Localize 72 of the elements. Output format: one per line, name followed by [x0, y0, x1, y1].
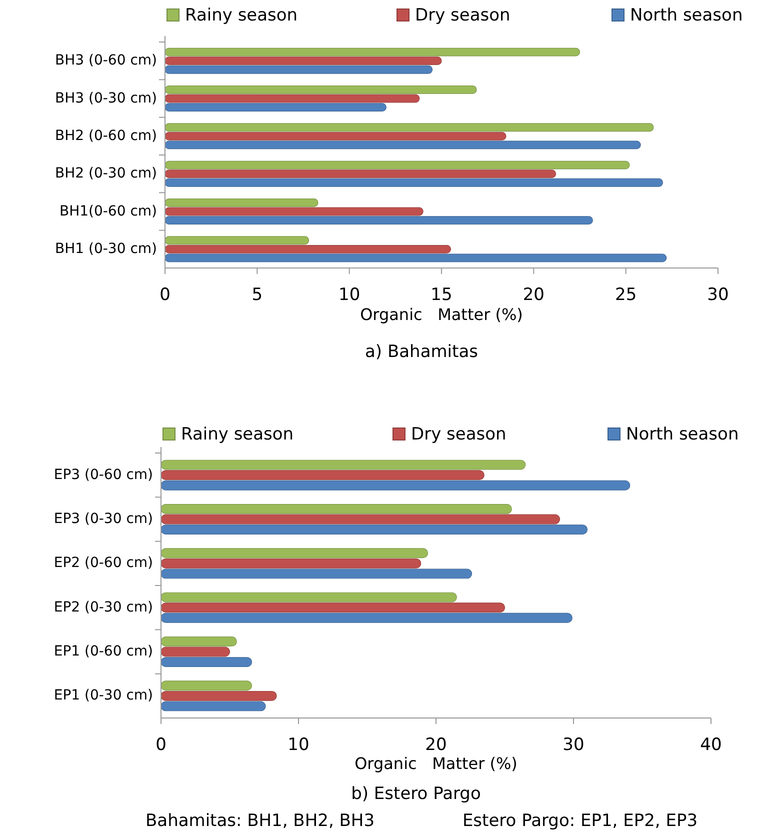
bar — [160, 480, 630, 490]
legend-label: North season — [626, 424, 739, 445]
x-tick-label: 15 — [430, 285, 452, 305]
y-tick-label: BH2 (0-60 cm) — [55, 128, 157, 144]
y-tick-label: EP1 (0-60 cm) — [54, 644, 153, 660]
x-tick-label: 10 — [338, 285, 360, 305]
y-tick-label: EP3 (0-30 cm) — [54, 511, 153, 528]
text: b) Estero Pargo — [351, 784, 481, 804]
bar — [164, 178, 663, 187]
bar — [164, 170, 556, 178]
x-axis-title: Organic Matter (%) — [360, 305, 523, 324]
bar — [160, 602, 506, 613]
bar — [160, 514, 560, 524]
bar — [164, 103, 386, 112]
x-tick-label: 0 — [160, 285, 170, 305]
bar — [164, 140, 641, 150]
x-tick-label: 30 — [707, 285, 729, 305]
bar — [160, 646, 230, 657]
bar — [164, 56, 442, 66]
text: Bahamitas: BH1, BH2, BH3 — [145, 811, 375, 831]
text: a) Bahamitas — [365, 342, 478, 362]
y-tick-label: BH2 (0-30 cm) — [55, 166, 157, 182]
bar — [160, 636, 237, 646]
x-tick-label: 20 — [522, 285, 544, 305]
legend-label: North season — [630, 6, 743, 26]
bar — [160, 460, 526, 470]
y-tick-label: BH1 (0-30 cm) — [55, 240, 157, 257]
x-axis-title: Organic Matter (%) — [354, 754, 518, 773]
text: Estero Pargo: EP1, EP2, EP3 — [462, 811, 698, 831]
bar — [160, 470, 484, 480]
bar — [160, 504, 512, 514]
bar — [160, 680, 252, 691]
bar — [164, 132, 506, 140]
bar — [164, 48, 580, 56]
bar — [164, 160, 630, 170]
bar — [164, 244, 452, 254]
bar — [164, 236, 310, 245]
legend-label: Rainy season — [185, 6, 298, 26]
bar — [160, 558, 422, 568]
bar — [160, 690, 277, 701]
x-tick-label: 20 — [425, 735, 447, 755]
bar — [160, 701, 266, 712]
bar — [160, 524, 588, 535]
x-tick-label: 0 — [156, 735, 166, 755]
bar — [164, 198, 318, 207]
legend-label: Rainy season — [181, 424, 294, 445]
x-tick-label: 30 — [562, 735, 584, 755]
bar — [160, 592, 457, 602]
y-tick-label: EP2 (0-60 cm) — [54, 555, 153, 572]
bar — [164, 123, 654, 132]
legend-label: Dry season — [411, 424, 506, 445]
x-tick-label: 25 — [615, 285, 637, 305]
y-tick-label: BH3 (0-60 cm) — [55, 52, 157, 69]
bar — [164, 94, 420, 103]
bar — [160, 612, 572, 623]
y-tick-label: EP1 (0-30 cm) — [54, 688, 153, 704]
bar — [164, 254, 667, 262]
y-tick-label: BH3 (0-30 cm) — [55, 90, 157, 106]
bar — [164, 216, 593, 224]
x-tick-label: 10 — [288, 735, 310, 755]
bar — [160, 568, 472, 579]
bar — [164, 86, 477, 94]
x-tick-label: 40 — [700, 735, 722, 755]
bar — [160, 657, 252, 668]
bar — [160, 548, 428, 558]
legend-label: Dry season — [415, 6, 510, 26]
y-tick-label: EP2 (0-30 cm) — [54, 599, 153, 616]
bar — [164, 65, 433, 74]
bar — [164, 207, 424, 216]
x-tick-label: 5 — [252, 285, 263, 305]
y-tick-label: BH1(0-60 cm) — [59, 203, 157, 220]
y-tick-label: EP3 (0-60 cm) — [54, 466, 153, 483]
